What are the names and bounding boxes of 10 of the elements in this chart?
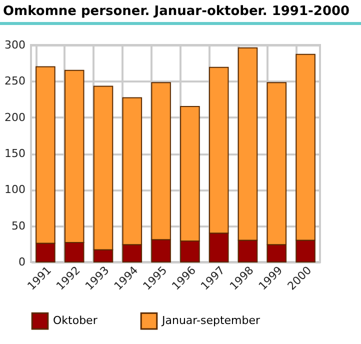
y-tick-label: 0 (18, 256, 26, 268)
y-tick-label: 50 (12, 219, 26, 232)
y-tick-label: 200 (4, 110, 26, 124)
y-tick-label: 300 (4, 38, 26, 52)
chart-title: Omkomne personer. Januar-oktober. 1991-2000 (2, 3, 351, 21)
y-tick-label: 150 (4, 147, 26, 160)
legend-label: Oktober (53, 314, 98, 328)
legend-label: Januar-september (161, 314, 260, 328)
y-tick-label: 250 (4, 74, 26, 88)
y-tick-label: 100 (4, 183, 26, 196)
